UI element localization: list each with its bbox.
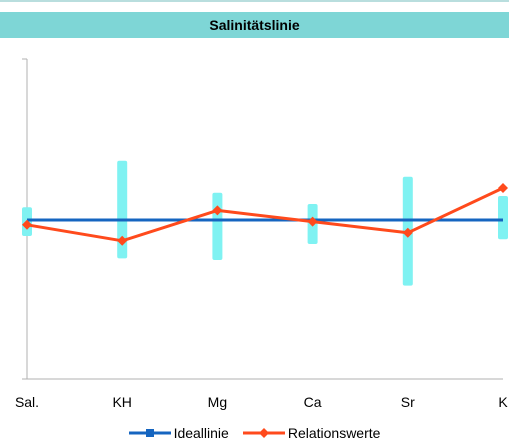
series-1-point-4 xyxy=(402,227,413,238)
legend-item-relationswerte: Relationswerte xyxy=(242,425,381,441)
chart-title: Salinitätslinie xyxy=(209,17,300,33)
legend-label-relationswerte: Relationswerte xyxy=(287,425,381,441)
legend: Ideallinie Relationswerte xyxy=(0,424,509,442)
x-tick-label-1: KH xyxy=(112,394,131,410)
series-line-1 xyxy=(26,186,504,243)
legend-swatch-ideallinie xyxy=(128,429,171,437)
chart-title-bar: Salinitätslinie xyxy=(0,12,509,38)
range-bar-kh xyxy=(117,160,128,259)
legend-item-ideallinie: Ideallinie xyxy=(128,425,229,441)
legend-label-ideallinie: Ideallinie xyxy=(173,425,229,441)
series-1-point-5 xyxy=(498,183,508,193)
x-tick-label-0: Sal. xyxy=(15,394,39,410)
x-tick-label-2: Mg xyxy=(208,394,227,410)
series-1-point-0 xyxy=(22,219,32,230)
legend-swatch-relationswerte xyxy=(242,428,285,438)
range-bar-k xyxy=(498,196,508,240)
series-1-point-3 xyxy=(307,216,318,227)
x-tick-label-3: Ca xyxy=(304,394,322,410)
series-1-point-1 xyxy=(117,235,128,246)
range-bar-mg xyxy=(212,192,223,260)
series-1-point-2 xyxy=(212,205,223,216)
top-border xyxy=(0,0,509,2)
x-tick-label-5: K xyxy=(498,394,508,410)
x-tick-label-4: Sr xyxy=(401,394,415,410)
